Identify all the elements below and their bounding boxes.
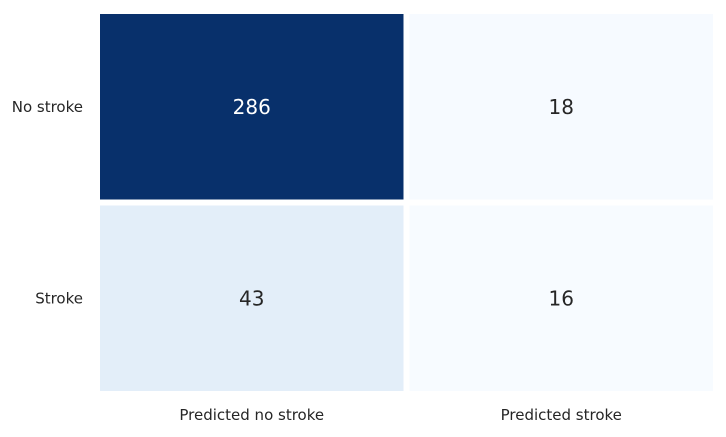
cell-value-r1-c0: 43 <box>239 286 264 310</box>
x-tick-labels: Predicted no stroke Predicted stroke <box>179 406 622 424</box>
heatmap-cell-r1-c1 <box>409 205 713 391</box>
heatmap-annotations: 286 18 43 16 <box>233 95 574 311</box>
x-tick-label-1: Predicted stroke <box>501 406 622 424</box>
x-tick-label-0: Predicted no stroke <box>179 406 324 424</box>
y-tick-label-1: Stroke <box>35 289 83 307</box>
cell-value-r1-c1: 16 <box>549 286 574 310</box>
y-tick-labels: No stroke Stroke <box>12 98 83 308</box>
cell-value-r0-c1: 18 <box>549 95 574 119</box>
cell-value-r0-c0: 286 <box>233 95 271 119</box>
heatmap-cell-r1-c0 <box>100 205 404 391</box>
heatmap-cell-r0-c1 <box>409 14 713 200</box>
y-tick-label-0: No stroke <box>12 98 83 116</box>
heatmap-cell-r0-c0 <box>100 14 404 200</box>
heatmap-cells <box>100 14 713 391</box>
